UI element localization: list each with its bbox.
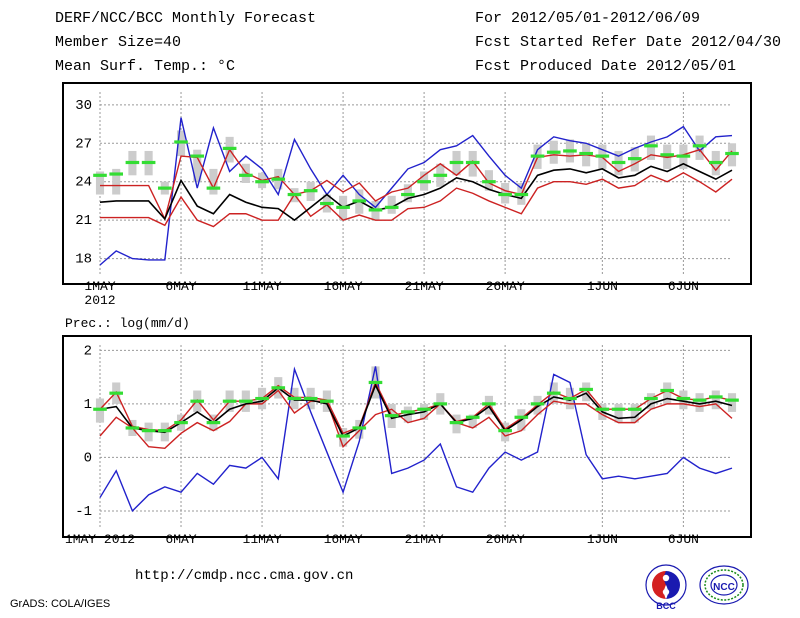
x-tick-label: 1MAY 2012 <box>65 532 135 547</box>
x-tick-label: 26MAY <box>486 532 525 547</box>
svg-text:BCC: BCC <box>656 601 676 611</box>
distribution-bar <box>663 382 671 403</box>
distribution-bar <box>696 393 704 412</box>
footer-credit: GrADS: COLA/IGES <box>10 598 110 610</box>
ensemble-max-line <box>100 366 732 511</box>
y-tick-label: 1 <box>84 397 92 413</box>
bcc-logo: BCC <box>640 563 695 613</box>
x-tick-label: 16MAY <box>324 532 363 547</box>
y-tick-label: -1 <box>75 504 92 520</box>
x-tick-label: 6MAY <box>165 532 196 547</box>
footer-url: http://cmdp.ncc.cma.gov.cn <box>135 568 353 584</box>
bcc-logo-icon: BCC <box>640 563 692 613</box>
x-tick-label: 11MAY <box>243 532 282 547</box>
y-tick-label: 0 <box>84 450 92 466</box>
x-tick-label: 1JUN <box>587 532 618 547</box>
ncc-logo-icon: NCC <box>695 563 753 611</box>
bottom-chart-svg: -1 0 1 2 1MAY 2012 6MAY 11MAY 16MAY 21MAY 26MAY 1J… <box>0 0 800 618</box>
x-tick-label: 21MAY <box>405 532 444 547</box>
ncc-logo: NCC <box>695 563 755 613</box>
distribution-bar <box>728 393 736 412</box>
svg-text:NCC: NCC <box>713 582 735 593</box>
x-tick-label: 6JUN <box>668 532 699 547</box>
page-root: DERF/NCC/BCC Monthly Forecast Member Siz… <box>0 0 800 618</box>
distribution-bar <box>615 404 623 423</box>
y-tick-label: 2 <box>84 343 92 359</box>
